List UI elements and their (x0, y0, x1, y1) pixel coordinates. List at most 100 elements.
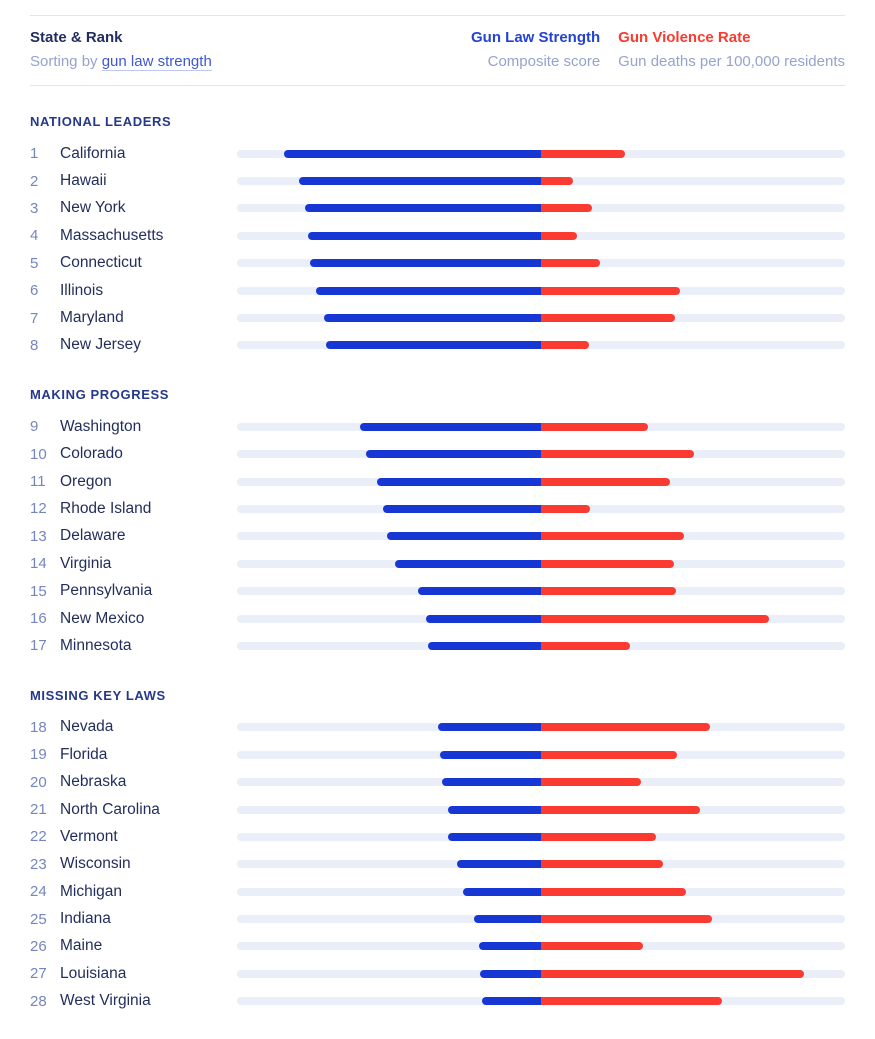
gun-law-strength-bar (478, 942, 541, 951)
state-name: California (60, 144, 126, 162)
state-row-vermont[interactable]: 22 Vermont (30, 823, 845, 850)
section-making-progress: MAKING PROGRESS 9 Washington 10 Colorado 11 Or… (30, 388, 845, 660)
state-row-new-jersey[interactable]: 8 New Jersey (30, 332, 845, 359)
state-rank: 25 (30, 910, 47, 928)
state-name: Nevada (60, 718, 114, 736)
bar-track (237, 969, 845, 978)
gun-violence-rate-bar (541, 942, 643, 951)
gun-violence-rate-bar (541, 969, 804, 978)
state-name: Virginia (60, 554, 112, 572)
state-name: Nebraska (60, 773, 127, 791)
state-rank: 15 (30, 582, 47, 600)
state-rank: 28 (30, 992, 47, 1010)
state-rank: 23 (30, 855, 47, 873)
state-row-nevada[interactable]: 18 Nevada (30, 714, 845, 741)
state-rank: 26 (30, 937, 47, 955)
state-row-rhode-island[interactable]: 12 Rhode Island (30, 495, 845, 522)
state-name: Louisiana (60, 964, 127, 982)
state-rank: 7 (30, 309, 39, 327)
gun-violence-rate-bar (541, 832, 656, 841)
state-row-indiana[interactable]: 25 Indiana (30, 905, 845, 932)
state-row-florida[interactable]: 19 Florida (30, 741, 845, 768)
state-row-massachusetts[interactable]: 4 Massachusetts (30, 222, 845, 249)
state-name: Indiana (60, 910, 111, 928)
gun-violence-rate-bar (541, 723, 710, 732)
state-row-minnesota[interactable]: 17 Minnesota (30, 632, 845, 659)
state-row-louisiana[interactable]: 27 Louisiana (30, 960, 845, 987)
bar-track (237, 587, 845, 596)
gun-law-strength-bar (456, 860, 541, 869)
gun-law-strength-bar (316, 286, 541, 295)
state-row-hawaii[interactable]: 2 Hawaii (30, 167, 845, 194)
state-row-oregon[interactable]: 11 Oregon (30, 468, 845, 495)
gun-violence-rate-bar (541, 341, 590, 350)
state-row-michigan[interactable]: 24 Michigan (30, 878, 845, 905)
state-row-new-york[interactable]: 3 New York (30, 195, 845, 222)
bar-track (237, 723, 845, 732)
bar-track (237, 915, 845, 924)
state-rank: 19 (30, 746, 47, 764)
gun-violence-rate-bar (541, 149, 625, 158)
gun-law-strength-bar (382, 504, 541, 513)
gun-violence-rate-bar (541, 860, 663, 869)
top-divider (30, 15, 845, 16)
state-name: Washington (60, 417, 142, 435)
gun-violence-rate-bar (541, 450, 694, 459)
state-row-new-mexico[interactable]: 16 New Mexico (30, 605, 845, 632)
gun-law-strength-bar (326, 341, 541, 350)
gun-law-strength-title[interactable]: Gun Law Strength (471, 29, 601, 46)
gun-violence-rate-bar (541, 614, 769, 623)
gun-violence-rate-bar (541, 532, 685, 541)
gun-violence-rate-bar (541, 750, 677, 759)
gun-law-strength-bar (426, 614, 541, 623)
gun-violence-rate-bar (541, 204, 592, 213)
gun-law-strength-bar (323, 314, 541, 323)
state-row-wisconsin[interactable]: 23 Wisconsin (30, 851, 845, 878)
gun-violence-rate-bar (541, 915, 712, 924)
state-rank: 13 (30, 527, 47, 545)
state-rank: 20 (30, 773, 47, 791)
gun-law-strength-bar (427, 641, 541, 650)
gun-law-strength-bar (307, 231, 541, 240)
state-row-illinois[interactable]: 6 Illinois (30, 277, 845, 304)
gun-violence-rate-bar (541, 587, 676, 596)
gun-violence-rate-subtitle: Gun deaths per 100,000 residents (618, 53, 845, 70)
state-row-nebraska[interactable]: 20 Nebraska (30, 768, 845, 795)
gun-law-strength-subtitle: Composite score (487, 53, 601, 70)
state-row-virginia[interactable]: 14 Virginia (30, 550, 845, 577)
state-row-maine[interactable]: 26 Maine (30, 933, 845, 960)
state-name: New Mexico (60, 609, 145, 627)
gun-law-strength-bar (442, 778, 541, 787)
state-name: Connecticut (60, 254, 142, 272)
bar-track (237, 887, 845, 896)
gun-law-strength-bar (417, 587, 541, 596)
state-rank: 2 (30, 172, 39, 190)
state-row-north-carolina[interactable]: 21 North Carolina (30, 796, 845, 823)
gun-law-strength-bar (481, 997, 541, 1006)
state-row-connecticut[interactable]: 5 Connecticut (30, 250, 845, 277)
state-row-colorado[interactable]: 10 Colorado (30, 441, 845, 468)
state-row-california[interactable]: 1 California (30, 140, 845, 167)
state-rank: 9 (30, 418, 39, 436)
gun-law-strength-bar (438, 723, 541, 732)
state-name: Maryland (60, 309, 124, 327)
gun-law-strength-bar (377, 477, 541, 486)
state-row-west-virginia[interactable]: 28 West Virginia (30, 988, 845, 1015)
state-row-washington[interactable]: 9 Washington (30, 413, 845, 440)
state-rank: 27 (30, 965, 47, 983)
gun-law-strength-bar (387, 532, 541, 541)
sorting-link[interactable]: gun law strength (101, 53, 212, 71)
gun-violence-rate-bar (541, 422, 649, 431)
state-row-pennsylvania[interactable]: 15 Pennsylvania (30, 577, 845, 604)
state-rank: 4 (30, 227, 39, 245)
bar-track (237, 559, 845, 568)
gun-violence-rate-bar (541, 231, 577, 240)
gun-violence-rate-title[interactable]: Gun Violence Rate (618, 29, 751, 46)
state-row-maryland[interactable]: 7 Maryland (30, 304, 845, 331)
bar-track (237, 614, 845, 623)
sorting-prefix: Sorting by (30, 53, 102, 70)
bar-track (237, 860, 845, 869)
bar-track (237, 504, 845, 513)
state-name: New York (60, 199, 126, 217)
state-row-delaware[interactable]: 13 Delaware (30, 523, 845, 550)
